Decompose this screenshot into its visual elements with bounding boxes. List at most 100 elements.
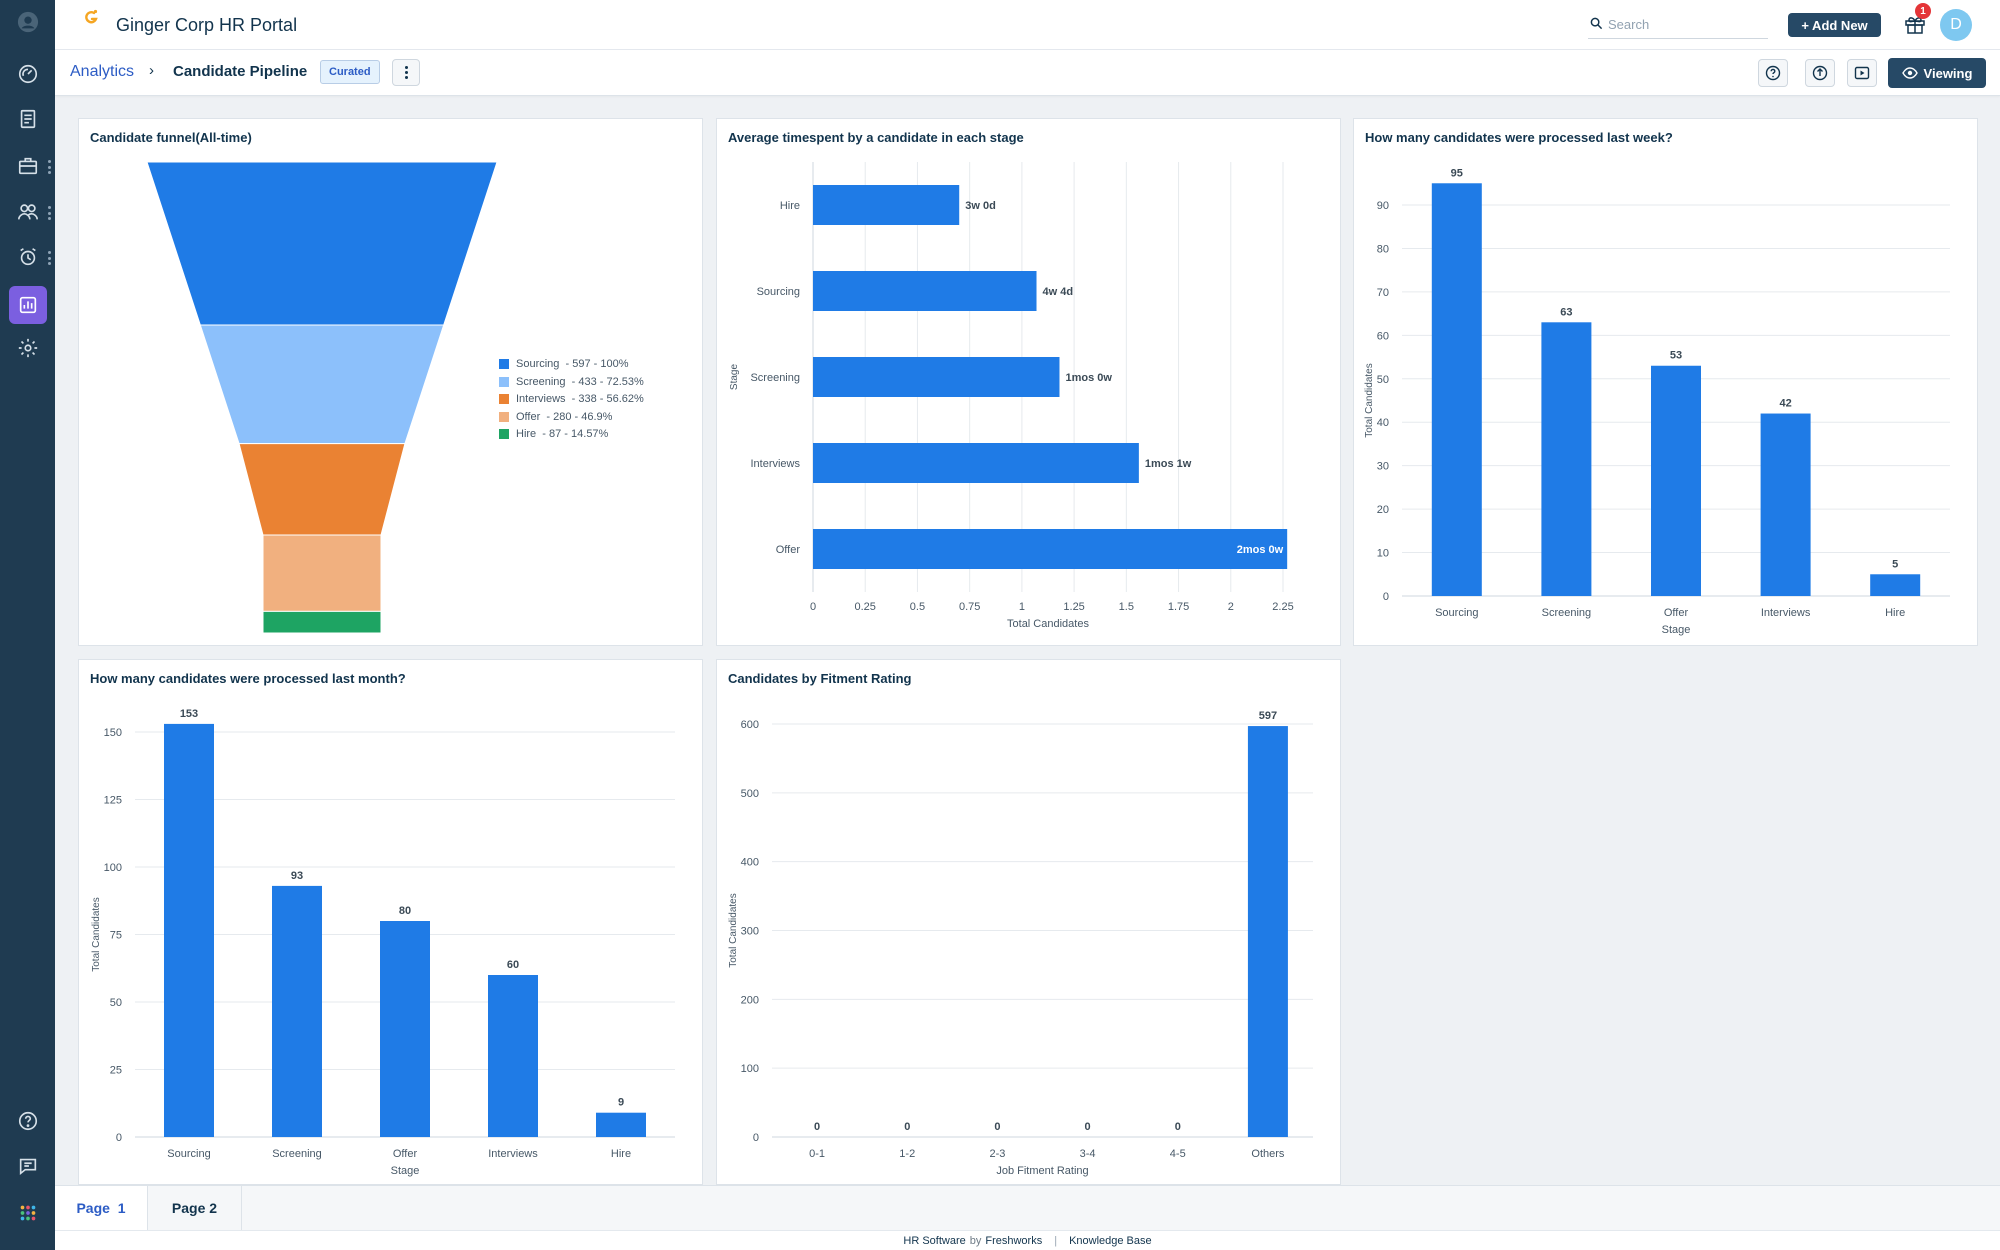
play-icon: [1854, 66, 1870, 80]
bar: [1247, 726, 1288, 1137]
legend-item[interactable]: Hire - 87 - 14.57%: [499, 427, 644, 441]
avatar[interactable]: D: [1940, 9, 1972, 41]
y-tick-label: Hire: [780, 200, 800, 212]
funnel-segment-screening: [199, 324, 445, 445]
sidebar-item-dashboard[interactable]: [0, 54, 55, 98]
legend-detail: - 280 - 46.9%: [546, 410, 613, 423]
present-button[interactable]: [1847, 59, 1877, 87]
x-axis-label: Total Candidates: [1007, 618, 1089, 630]
search-input[interactable]: [1608, 14, 1763, 34]
bar: [1870, 574, 1921, 596]
sidebar-item-notes[interactable]: [0, 99, 55, 143]
sidebar-item-reminders[interactable]: [0, 237, 55, 281]
profile-icon: [17, 11, 39, 38]
x-tick-label: 0.5: [910, 601, 925, 613]
x-tick-label: 1.75: [1168, 601, 1189, 613]
legend-swatch: [499, 411, 509, 422]
y-tick-label: 0: [753, 1132, 759, 1144]
y-tick-label: 50: [110, 997, 122, 1009]
tab-label: Page: [76, 1200, 110, 1216]
help-button[interactable]: [1758, 59, 1788, 87]
tab-page-1[interactable]: Page 1: [55, 1186, 148, 1230]
sidebar-item-chat[interactable]: [0, 1146, 55, 1190]
footer-vendor[interactable]: Freshworks: [985, 1234, 1043, 1247]
timespent-bar-chart: 0 0.25 0.5 0.75 1 1.25 1.5 1.75 2 2.25 Hire 3w 0d So…: [729, 162, 1294, 630]
bar: [1651, 365, 1701, 596]
eye-icon: [1901, 67, 1918, 79]
legend-swatch: [499, 376, 509, 387]
y-axis-label: Total Candidates: [91, 897, 102, 972]
footer-by: by: [969, 1234, 982, 1247]
sidebar-item-candidates[interactable]: [0, 192, 55, 236]
legend-item[interactable]: Screening - 433 - 72.53%: [499, 375, 644, 389]
analytics-icon: [19, 296, 36, 314]
funnel-segment-offer: [262, 534, 382, 612]
legend-item[interactable]: Sourcing - 597 - 100%: [499, 357, 644, 371]
export-button[interactable]: [1805, 59, 1835, 87]
bar: [488, 975, 538, 1137]
footer-knowledge-base-link[interactable]: Knowledge Base: [1069, 1234, 1152, 1247]
x-tick-label: Stage: [391, 1165, 420, 1177]
legend-swatch: [499, 429, 509, 439]
more-options-button[interactable]: [392, 59, 420, 86]
widget-title: How many candidates were processed last …: [90, 671, 406, 686]
more-dots-icon[interactable]: [48, 160, 51, 174]
bar: [596, 1112, 646, 1137]
x-tick-label: Offer: [1664, 607, 1689, 619]
data-label: 1mos 1w: [1145, 458, 1192, 470]
sidebar-item-apps[interactable]: [0, 1193, 55, 1237]
y-tick-label: 150: [104, 727, 122, 739]
breadcrumb-analytics-link[interactable]: Analytics: [70, 63, 135, 80]
x-tick-label: 0.75: [959, 601, 980, 613]
x-tick-label: 1.5: [1119, 601, 1134, 613]
legend-swatch: [499, 394, 509, 404]
funnel-segment-interviews: [238, 443, 406, 536]
x-tick-label: 2.25: [1272, 601, 1293, 613]
legend-item[interactable]: Offer - 280 - 46.9%: [499, 410, 644, 424]
search-box[interactable]: [1588, 12, 1768, 39]
legend-item[interactable]: Interviews - 338 - 56.62%: [499, 392, 644, 406]
apps-grid-icon: [17, 1202, 39, 1229]
breadcrumb-separator: ›: [149, 62, 154, 79]
funnel-chart: [146, 161, 498, 634]
ginger-logo-icon: [83, 9, 99, 27]
tab-page-2[interactable]: Page 2: [148, 1186, 242, 1230]
sidebar-item-analytics[interactable]: [0, 283, 55, 327]
viewing-mode-button[interactable]: Viewing: [1888, 58, 1986, 88]
x-tick-label: 1: [1019, 601, 1025, 613]
viewing-label: Viewing: [1923, 65, 1973, 81]
footer: HR Software by Freshworks | Knowledge Ba…: [55, 1230, 2000, 1250]
x-tick-label: 3-4: [1080, 1148, 1096, 1160]
widget-processed-last-week: How many candidates were processed last …: [1353, 118, 1978, 646]
funnel-segment-hire: [262, 610, 382, 634]
y-tick-label: 0: [116, 1132, 122, 1144]
y-tick-label: 600: [741, 719, 759, 731]
more-dots-icon[interactable]: [48, 206, 51, 220]
data-label: 93: [291, 870, 303, 882]
x-tick-label: Hire: [1885, 607, 1905, 619]
bar: [164, 723, 214, 1137]
bar: [813, 443, 1139, 483]
app-title: Ginger Corp HR Portal: [116, 15, 298, 35]
more-dots-icon[interactable]: [48, 251, 51, 265]
bar: [1431, 183, 1482, 596]
data-label: 0: [904, 1121, 910, 1133]
top-bar: Ginger Corp HR Portal + Add New 1 D: [55, 0, 2000, 50]
data-label: 0: [814, 1121, 820, 1133]
sidebar-item-settings[interactable]: [0, 328, 55, 372]
y-tick-label: Offer: [776, 544, 801, 556]
add-new-button[interactable]: + Add New: [1788, 13, 1881, 37]
notes-icon: [17, 108, 39, 135]
sidebar-item-profile[interactable]: [0, 2, 55, 46]
y-tick-label: 200: [741, 994, 759, 1006]
x-tick-label: 1-2: [899, 1148, 915, 1160]
data-label: 153: [180, 708, 198, 720]
help-icon: [17, 1110, 39, 1137]
y-tick-label: Interviews: [750, 458, 800, 470]
data-label: 0: [994, 1121, 1000, 1133]
sidebar-item-help[interactable]: [0, 1101, 55, 1145]
x-tick-label: 2-3: [989, 1148, 1005, 1160]
sidebar-item-jobs[interactable]: [0, 146, 55, 190]
legend-detail: - 87 - 14.57%: [542, 428, 609, 440]
data-label: 5: [1892, 558, 1898, 570]
